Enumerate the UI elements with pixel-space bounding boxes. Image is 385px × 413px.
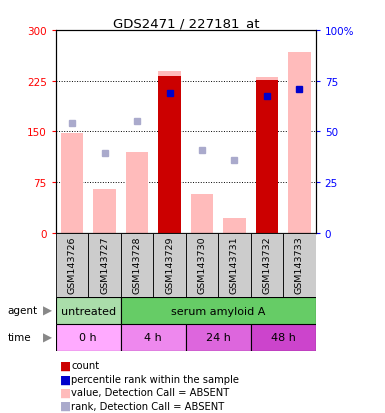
Text: percentile rank within the sample: percentile rank within the sample: [71, 374, 239, 384]
Title: GDS2471 / 227181_at: GDS2471 / 227181_at: [112, 17, 259, 30]
Text: untreated: untreated: [61, 306, 116, 316]
Bar: [93, 190, 116, 233]
Bar: [186, 233, 218, 297]
Bar: [283, 233, 316, 297]
Text: count: count: [71, 361, 99, 370]
Bar: [126, 152, 148, 233]
Text: GSM143732: GSM143732: [263, 236, 271, 293]
Text: agent: agent: [8, 306, 38, 316]
Bar: [256, 81, 278, 233]
Text: GSM143726: GSM143726: [67, 236, 77, 293]
Bar: [153, 233, 186, 297]
Bar: [56, 297, 121, 324]
Text: ■: ■: [60, 373, 71, 386]
Text: serum amyloid A: serum amyloid A: [171, 306, 265, 316]
Text: 48 h: 48 h: [271, 332, 296, 343]
Text: ■: ■: [60, 386, 71, 399]
Text: GSM143728: GSM143728: [132, 236, 142, 293]
Text: GSM143731: GSM143731: [230, 236, 239, 293]
Bar: [186, 324, 251, 351]
Bar: [121, 297, 316, 324]
Bar: [251, 324, 316, 351]
Text: ▶: ▶: [43, 331, 52, 344]
Bar: [121, 324, 186, 351]
Bar: [251, 233, 283, 297]
Bar: [121, 233, 153, 297]
Text: time: time: [8, 332, 31, 342]
Text: 24 h: 24 h: [206, 332, 231, 343]
Text: GSM143730: GSM143730: [198, 236, 206, 293]
Bar: [218, 233, 251, 297]
Text: GSM143729: GSM143729: [165, 236, 174, 293]
Text: GSM143727: GSM143727: [100, 236, 109, 293]
Text: ■: ■: [60, 359, 71, 372]
Text: ■: ■: [60, 399, 71, 412]
Bar: [158, 71, 181, 233]
Text: 4 h: 4 h: [144, 332, 162, 343]
Text: 0 h: 0 h: [79, 332, 97, 343]
Text: GSM143733: GSM143733: [295, 236, 304, 294]
Bar: [288, 52, 311, 233]
Text: ▶: ▶: [43, 304, 52, 317]
Bar: [223, 218, 246, 233]
Text: rank, Detection Call = ABSENT: rank, Detection Call = ABSENT: [71, 401, 224, 411]
Bar: [256, 78, 278, 233]
Bar: [88, 233, 121, 297]
Bar: [56, 233, 88, 297]
Text: value, Detection Call = ABSENT: value, Detection Call = ABSENT: [71, 387, 229, 397]
Bar: [158, 77, 181, 233]
Bar: [56, 324, 121, 351]
Bar: [61, 133, 84, 233]
Bar: [191, 194, 213, 233]
